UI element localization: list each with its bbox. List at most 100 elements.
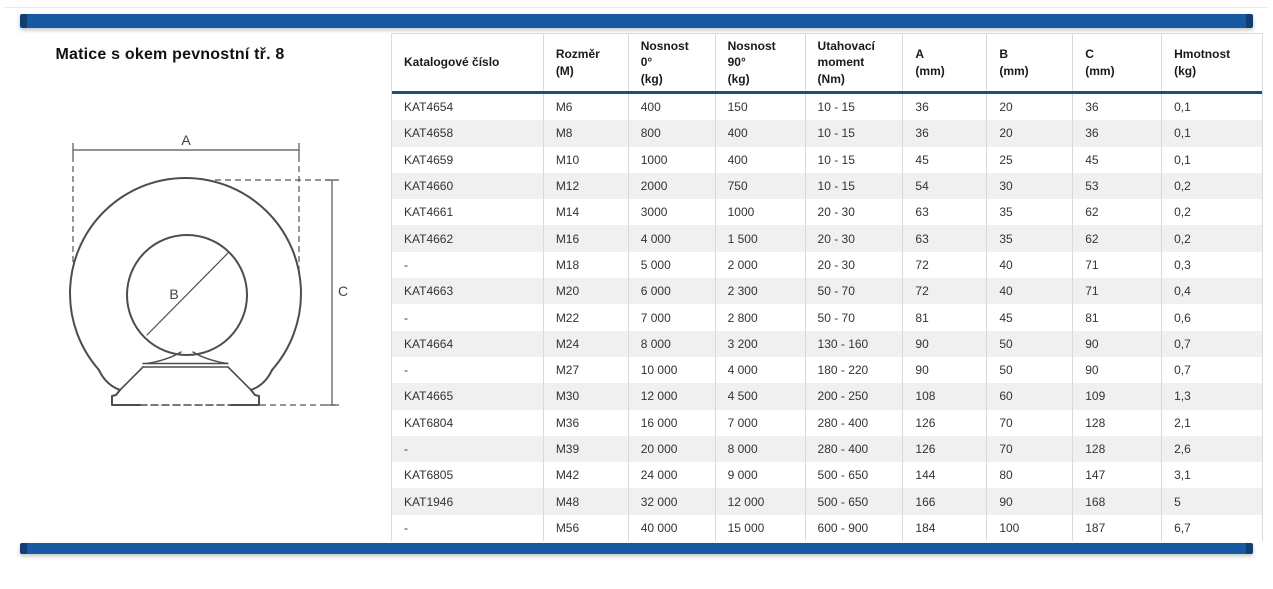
table-cell: 90 <box>1073 330 1163 357</box>
table-cell: - <box>392 251 544 279</box>
table-cell: M8 <box>544 120 629 147</box>
table-cell: 2 800 <box>716 304 806 331</box>
table-cell: 20 - 30 <box>806 225 904 252</box>
table-cell: 400 <box>716 146 806 173</box>
table-cell: 2 300 <box>716 278 806 305</box>
table-cell: 36 <box>1073 120 1163 147</box>
table-cell: 20 <box>987 120 1074 147</box>
top-divider-bar <box>20 14 1253 28</box>
table-row: - M18 5 000 2 000 20 - 30 72 40 71 0,3 <box>392 251 1262 279</box>
table-cell: 4 500 <box>716 383 806 410</box>
table-cell: - <box>392 514 544 542</box>
table-cell: 2,6 <box>1174 442 1191 456</box>
column-header: Nosnost 0° (kg) <box>629 34 716 91</box>
table-cell: M42 <box>544 462 629 489</box>
table-cell: 184 <box>903 514 988 542</box>
table-cell: 147 <box>1073 462 1163 489</box>
table-cell: 180 - 220 <box>806 356 904 384</box>
table-cell: 20 <box>987 94 1074 121</box>
table-cell: 20 000 <box>629 435 716 463</box>
table-cell: KAT4658 <box>392 120 544 147</box>
table-cell: 8 000 <box>629 330 716 357</box>
table-cell: 40 <box>987 278 1074 305</box>
bore-circle <box>126 234 248 356</box>
table-cell: 72 <box>903 278 988 305</box>
table-cell: M16 <box>544 225 629 252</box>
table-cell: 0,6 <box>1174 310 1191 325</box>
table-cell: - <box>392 356 544 384</box>
table-row: KAT4658 M8 800 400 10 - 15 36 20 36 0,1 <box>392 120 1262 147</box>
table-cell: 35 <box>987 199 1074 226</box>
table-cell: 500 - 650 <box>806 488 904 515</box>
table-cell: 4 000 <box>716 356 806 384</box>
table-cell: 1,3 <box>1174 389 1191 404</box>
base-left-outline <box>97 368 141 406</box>
column-header: Hmotnost (kg) <box>1174 47 1231 78</box>
table-cell: 9 000 <box>716 462 806 489</box>
bore-diameter-line <box>146 252 229 336</box>
table-cell: 70 <box>987 409 1074 436</box>
table-row: KAT4665 M30 12 000 4 500 200 - 250 108 60 109 1,… <box>392 383 1262 410</box>
table-cell: 40 <box>987 251 1074 279</box>
table-cell: KAT4662 <box>392 225 544 252</box>
table-cell: KAT4654 <box>392 94 544 121</box>
table-cell: KAT6804 <box>392 409 544 436</box>
top-hairline <box>4 7 1268 8</box>
table-cell: 54 <box>903 172 988 200</box>
table-cell: 200 - 250 <box>806 383 904 410</box>
table-cell: M56 <box>544 514 629 542</box>
table-row: KAT4664 M24 8 000 3 200 130 - 160 90 50 90 0,7 <box>392 330 1262 357</box>
table-cell: 1000 <box>716 199 806 226</box>
table-cell: 53 <box>1073 172 1163 200</box>
table-cell: 800 <box>629 120 716 147</box>
table-cell: 6,7 <box>1174 520 1191 535</box>
table-cell: 0,7 <box>1174 363 1191 378</box>
table-row: KAT4663 M20 6 000 2 300 50 - 70 72 40 71 0,4 <box>392 278 1262 305</box>
table-cell: M24 <box>544 330 629 357</box>
table-cell: M14 <box>544 199 629 226</box>
table-cell: KAT4665 <box>392 383 544 410</box>
table-cell: 63 <box>903 225 988 252</box>
table-cell: 70 <box>987 435 1074 463</box>
table-cell: 280 - 400 <box>806 409 904 436</box>
table-cell: 10 000 <box>629 356 716 384</box>
table-cell: KAT4664 <box>392 330 544 357</box>
table-cell: 62 <box>1073 199 1163 226</box>
table-cell: 3000 <box>629 199 716 226</box>
table-cell: KAT1946 <box>392 488 544 515</box>
table-cell: KAT6805 <box>392 462 544 489</box>
table-cell: KAT4660 <box>392 172 544 200</box>
table-cell: 168 <box>1073 488 1163 515</box>
table-cell: 3 200 <box>716 330 806 357</box>
eye-nut-drawing-svg: A B C <box>69 132 348 406</box>
table-row: KAT1946 M48 32 000 12 000 500 - 650 166 90 168 5 <box>392 488 1262 515</box>
dim-label-b: B <box>169 286 178 302</box>
table-cell: 0,2 <box>1174 205 1191 220</box>
table-cell: 0,3 <box>1174 257 1191 272</box>
table-cell: 10 - 15 <box>806 120 904 147</box>
table-cell: 15 000 <box>716 514 806 542</box>
table-row: KAT4659 M10 1000 400 10 - 15 45 25 45 0,1 <box>392 146 1262 173</box>
table-cell: 71 <box>1073 278 1163 305</box>
table-cell: 1000 <box>629 146 716 173</box>
table-cell: 166 <box>903 488 988 515</box>
base-right-outline <box>230 368 274 406</box>
dim-label-c: C <box>338 283 348 299</box>
table-cell: 16 000 <box>629 409 716 436</box>
table-row: KAT4662 M16 4 000 1 500 20 - 30 63 35 62 0,2 <box>392 225 1262 252</box>
table-row: KAT6804 M36 16 000 7 000 280 - 400 126 70 128 2,… <box>392 409 1262 436</box>
table-cell: 2 000 <box>716 251 806 279</box>
table-cell: 81 <box>1073 304 1163 331</box>
table-row: KAT4660 M12 2000 750 10 - 15 54 30 53 0,2 <box>392 172 1262 200</box>
table-cell: 128 <box>1073 409 1163 436</box>
table-cell: 45 <box>1073 146 1163 173</box>
table-cell: 500 - 650 <box>806 462 904 489</box>
table-cell: 40 000 <box>629 514 716 542</box>
table-cell: 72 <box>903 251 988 279</box>
table-cell: M22 <box>544 304 629 331</box>
table-cell: 30 <box>987 172 1074 200</box>
table-cell: 63 <box>903 199 988 226</box>
table-cell: 50 - 70 <box>806 278 904 305</box>
table-cell: 400 <box>629 94 716 121</box>
